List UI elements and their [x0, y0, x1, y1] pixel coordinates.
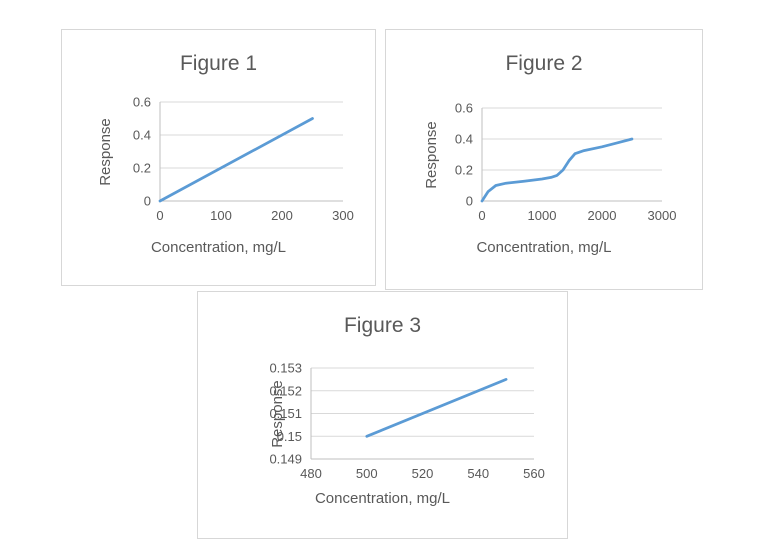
x-tick-label: 500	[356, 466, 378, 481]
x-tick-label: 0	[156, 208, 163, 223]
x-tick-label: 0	[478, 208, 485, 223]
chart-title: Figure 2	[505, 52, 583, 75]
y-tick-label: 0.4	[133, 128, 151, 143]
figure-1-chart: Figure 1 Response 0 0.2 0.4 0.6 0 100 200 300 C…	[61, 29, 376, 286]
x-tick-label: 100	[210, 208, 232, 223]
x-tick-label: 3000	[648, 208, 677, 223]
y-tick-label: 0	[466, 194, 473, 209]
figure-2-chart: Figure 2 Response 0 0.2 0.4 0.6 0 1000 2000 300…	[385, 29, 703, 290]
y-tick-label: 0.4	[455, 132, 473, 147]
x-tick-label: 560	[523, 466, 545, 481]
chart-title: Figure 3	[343, 314, 422, 337]
y-tick-label: 0.2	[133, 161, 151, 176]
x-tick-label: 200	[271, 208, 293, 223]
series-line	[480, 137, 634, 203]
y-tick-label: 0.152	[269, 383, 302, 398]
plot-area: 0.149 0.15 0.151 0.152 0.153 480 500 520 540 560	[269, 361, 545, 482]
x-tick-label: 2000	[588, 208, 617, 223]
y-tick-label: 0.15	[277, 429, 302, 444]
y-tick-label: 0.149	[269, 452, 302, 467]
x-tick-label: 520	[412, 466, 434, 481]
y-tick-label: 0.6	[133, 95, 151, 110]
x-axis-title: Concentration, mg/L	[314, 490, 451, 507]
x-tick-label: 300	[332, 208, 354, 223]
x-axis-title: Concentration, mg/L	[476, 239, 612, 256]
x-tick-label: 1000	[528, 208, 557, 223]
chart-title: Figure 1	[179, 52, 258, 75]
y-tick-label: 0.2	[455, 163, 473, 178]
x-tick-label: 540	[467, 466, 489, 481]
x-axis-title: Concentration, mg/L	[150, 239, 287, 256]
y-tick-label: 0.153	[269, 361, 302, 376]
y-tick-label: 0.151	[269, 406, 302, 421]
plot-area: 0 0.2 0.4 0.6 0 100 200 300	[133, 95, 354, 224]
series-line	[158, 117, 314, 203]
y-tick-label: 0	[144, 194, 151, 209]
y-tick-label: 0.6	[455, 101, 473, 116]
series-line	[365, 378, 508, 438]
plot-area: 0 0.2 0.4 0.6 0 1000 2000 3000	[455, 101, 677, 224]
figure-3-chart: Figure 3 Response 0.149 0.15 0.151 0.152 0.1…	[197, 291, 568, 539]
x-tick-label: 480	[300, 466, 322, 481]
